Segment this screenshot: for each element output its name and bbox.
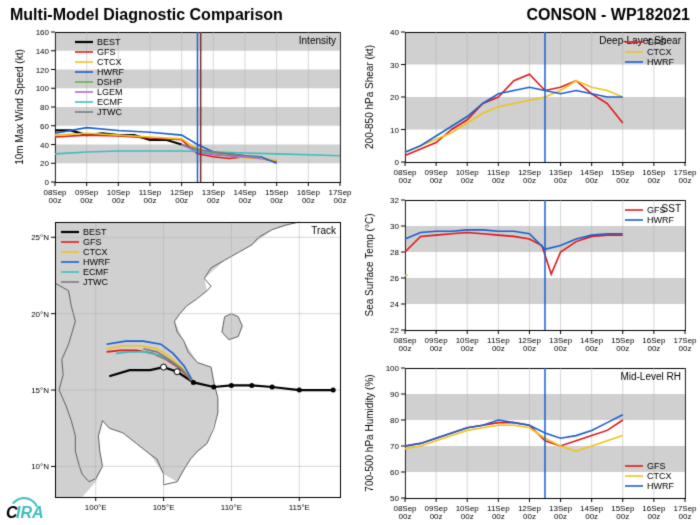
diagnostic-canvas xyxy=(0,0,700,525)
